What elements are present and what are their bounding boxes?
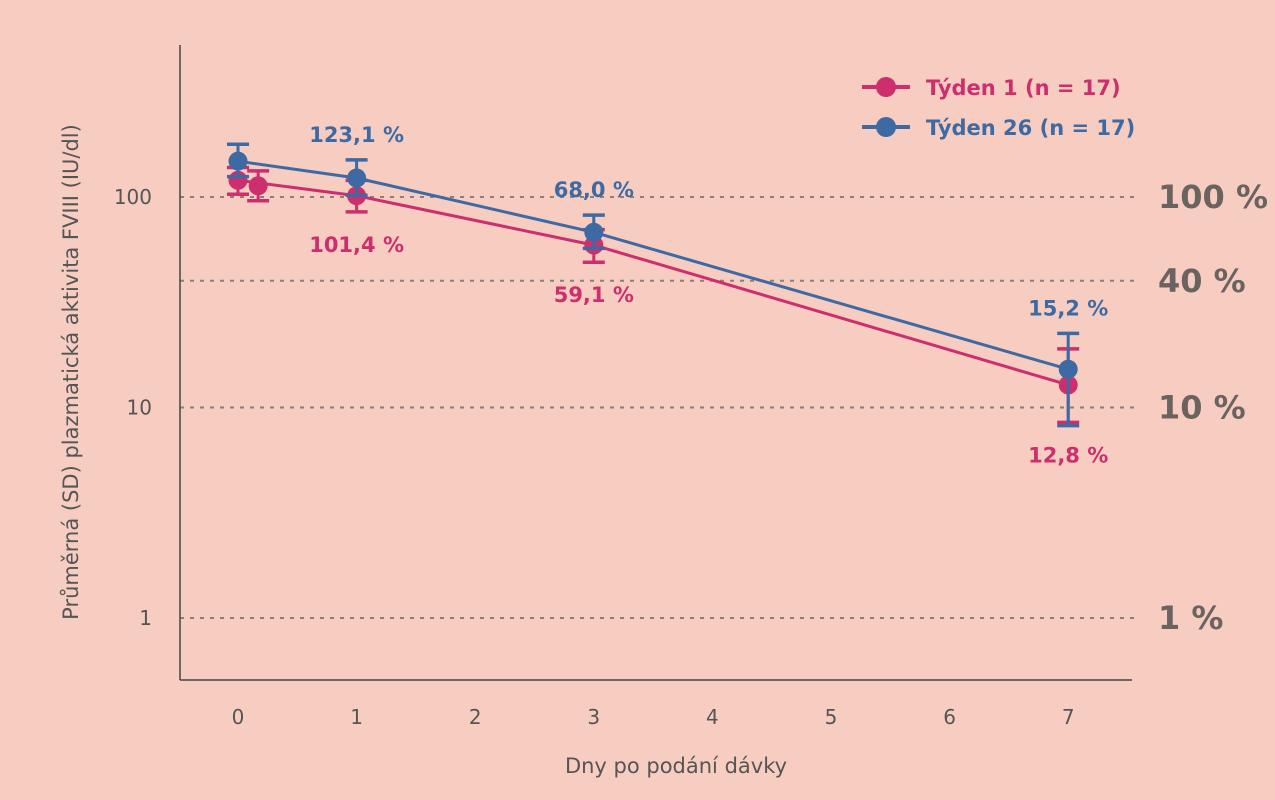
data-label: 101,4 % bbox=[309, 233, 404, 257]
x-tick-label: 4 bbox=[706, 705, 719, 729]
series-line bbox=[237, 178, 1069, 387]
y-tick-label: 100 bbox=[114, 185, 152, 209]
legend: Týden 1 (n = 17) Týden 26 (n = 17) bbox=[862, 76, 1135, 140]
axes bbox=[179, 45, 1132, 681]
y-tick-label: 10 bbox=[127, 396, 152, 420]
data-point bbox=[228, 151, 248, 171]
reference-label: 10 % bbox=[1158, 389, 1246, 427]
reference-label: 40 % bbox=[1158, 262, 1246, 300]
data-point bbox=[584, 222, 604, 242]
y-axis-label: Průměrná (SD) plazmatická aktivita FVIII… bbox=[59, 124, 83, 620]
x-tick-label: 5 bbox=[825, 705, 838, 729]
legend-swatch-marker bbox=[876, 77, 896, 97]
x-axis-label: Dny po podání dávky bbox=[565, 754, 787, 778]
reference-label: 1 % bbox=[1158, 599, 1223, 637]
data-label: 12,8 % bbox=[1028, 443, 1108, 467]
reference-label: 100 % bbox=[1158, 178, 1268, 216]
legend-label: Týden 1 (n = 17) bbox=[926, 76, 1121, 100]
x-tick-label: 2 bbox=[469, 705, 482, 729]
legend-label: Týden 26 (n = 17) bbox=[926, 116, 1135, 140]
x-tick-label: 7 bbox=[1062, 705, 1075, 729]
y-tick-label: 1 bbox=[139, 606, 152, 630]
data-point bbox=[248, 176, 268, 196]
data-point bbox=[1058, 359, 1078, 379]
data-label: 68,0 % bbox=[554, 178, 634, 202]
series-2: 123,1 % 68,0 % 15,2 % bbox=[227, 123, 1108, 428]
x-tick-label: 3 bbox=[587, 705, 600, 729]
x-ticks: 0 1 2 3 4 5 6 7 bbox=[232, 705, 1075, 729]
data-point bbox=[347, 168, 367, 188]
data-label: 59,1 % bbox=[554, 283, 634, 307]
x-tick-label: 6 bbox=[943, 705, 956, 729]
series-line bbox=[237, 159, 1069, 371]
series-layer: 101,4 % 59,1 % 12,8 % 123,1 % 68,0 % 15,2 % bbox=[227, 123, 1108, 467]
series-1: 101,4 % 59,1 % 12,8 % bbox=[227, 165, 1108, 467]
legend-swatch-marker bbox=[876, 117, 896, 137]
x-tick-label: 1 bbox=[350, 705, 363, 729]
y-ticks: 1 10 100 bbox=[114, 185, 152, 630]
reference-lines: 100 % 40 % 10 % 1 % bbox=[180, 178, 1268, 637]
data-label: 15,2 % bbox=[1028, 296, 1108, 320]
data-label: 123,1 % bbox=[309, 123, 404, 147]
x-tick-label: 0 bbox=[232, 705, 245, 729]
